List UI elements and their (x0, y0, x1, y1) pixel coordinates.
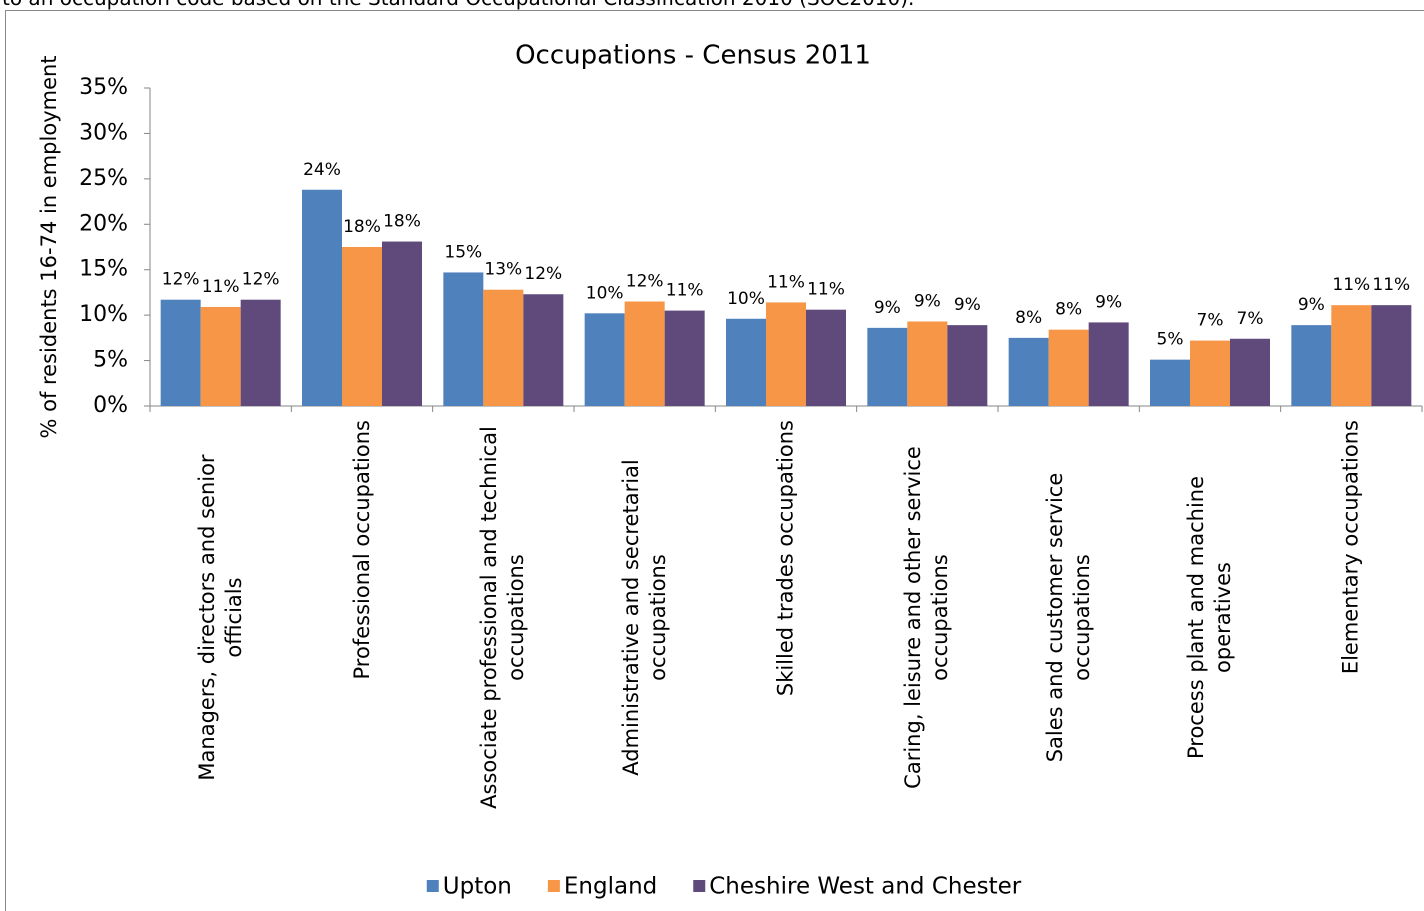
bar (766, 302, 806, 406)
legend-swatch (426, 880, 439, 892)
data-label: 24% (303, 160, 341, 180)
bar (1088, 322, 1129, 406)
chart-title: Occupations - Census 2011 (515, 41, 871, 71)
bar (160, 299, 201, 406)
bar (382, 241, 422, 406)
legend-label: Cheshire West and Chester (709, 874, 1022, 900)
data-label: 11% (1332, 275, 1370, 295)
data-label: 11% (1372, 275, 1410, 295)
x-tick-label: Administrative and secretarial occupatio… (618, 459, 670, 776)
bar (240, 299, 281, 406)
data-label: 12% (242, 270, 280, 290)
y-tick-label: 30% (79, 120, 128, 145)
y-tick-label: 5% (93, 348, 128, 373)
bar (1048, 329, 1089, 406)
data-label: 7% (1197, 311, 1224, 331)
bar (664, 310, 705, 406)
bar (1150, 359, 1190, 406)
data-label: 12% (162, 270, 200, 290)
data-label: 11% (767, 272, 805, 292)
x-tick-label: Caring, leisure and other service occupa… (901, 446, 953, 789)
y-tick-label: 15% (79, 257, 128, 282)
bar (1190, 340, 1230, 406)
data-label: 12% (626, 272, 664, 292)
data-label: 9% (954, 295, 981, 315)
data-label: 7% (1237, 309, 1264, 329)
y-tick-label: 25% (79, 166, 128, 191)
bar (1291, 325, 1332, 406)
data-label: 9% (914, 292, 941, 312)
data-label: 8% (1015, 308, 1042, 328)
legend-swatch (547, 880, 560, 892)
bar (726, 318, 766, 406)
bar (584, 313, 625, 406)
data-label: 18% (383, 212, 421, 232)
x-tick-label: Associate professional and technical occ… (477, 426, 529, 809)
data-label: 9% (874, 298, 901, 318)
data-label: 8% (1055, 300, 1082, 320)
legend-label: Upton (443, 874, 512, 900)
x-tick-label: Skilled trades occupations (773, 420, 798, 697)
data-label: 12% (524, 264, 562, 284)
bar (1331, 305, 1372, 406)
bar (302, 189, 342, 406)
data-label: 5% (1157, 330, 1184, 350)
bar (200, 306, 241, 406)
data-label: 9% (1298, 295, 1325, 315)
data-label: 18% (343, 217, 381, 237)
y-axis-label: % of residents 16-74 in employment (37, 55, 61, 438)
bar (1008, 337, 1049, 406)
bar (867, 327, 908, 406)
bar (483, 289, 524, 406)
bar (947, 325, 988, 406)
y-tick-label: 10% (79, 302, 128, 327)
data-label: 10% (586, 283, 624, 303)
bar (523, 294, 564, 406)
data-label: 11% (666, 281, 704, 301)
data-label: 9% (1095, 292, 1122, 312)
bar (443, 272, 484, 406)
data-label: 10% (727, 289, 765, 309)
x-tick-label: Sales and customer service occupations (1042, 472, 1094, 763)
x-tick-label: Process plant and machine operatives (1184, 475, 1235, 760)
x-tick-label: Managers, directors and senior officials (194, 454, 246, 781)
bar (624, 301, 665, 406)
y-tick-label: 35% (79, 75, 128, 100)
legend-swatch (693, 880, 706, 892)
bar (342, 247, 382, 406)
data-label: 11% (202, 277, 240, 297)
data-label: 15% (444, 242, 482, 262)
bar (1371, 305, 1412, 406)
data-label: 11% (807, 280, 845, 300)
chart-frame (5, 10, 1424, 911)
bar (907, 321, 948, 406)
x-tick-label: Elementary occupations (1338, 420, 1363, 675)
intro-text: to an occupation code based on the Stand… (2, 0, 914, 10)
bar (1230, 338, 1270, 406)
x-tick-label: Professional occupations (349, 420, 374, 680)
data-label: 13% (484, 260, 522, 280)
y-tick-label: 0% (93, 393, 128, 418)
y-tick-label: 20% (79, 211, 128, 236)
legend-label: England (564, 874, 657, 900)
bar (806, 309, 846, 406)
